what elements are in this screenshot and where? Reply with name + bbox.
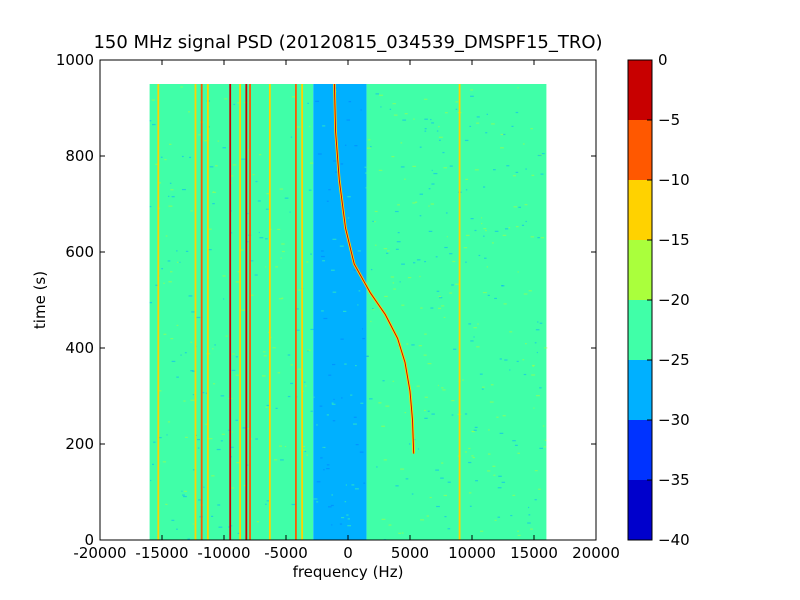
colorbar-tick-label-6: −30 — [658, 411, 690, 429]
x-tick-label-5: 5000 — [391, 544, 429, 562]
colorbar-tick-label-3: −15 — [658, 231, 690, 249]
psd-region-3 — [366, 84, 547, 540]
colorbar-tick-label-0: 0 — [658, 51, 668, 69]
y-tick-label-4: 800 — [65, 147, 94, 165]
y-tick-label-2: 400 — [65, 339, 94, 357]
y-tick-label-5: 1000 — [56, 51, 94, 69]
colorbar-band-4 — [628, 240, 652, 300]
colorbar-band-3 — [628, 300, 652, 360]
colorbar-tick-label-2: −10 — [658, 171, 690, 189]
psd-region-0 — [149, 84, 193, 540]
x-tick-label-4: 0 — [343, 544, 353, 562]
psd-region-1 — [193, 84, 314, 540]
y-tick-label-1: 200 — [65, 435, 94, 453]
colorbar-band-5 — [628, 180, 652, 240]
y-axis: 0 200 400 600 800 1000 — [56, 51, 596, 549]
colorbar-band-6 — [628, 120, 652, 180]
colorbar-frame — [627, 59, 653, 541]
colorbar: 0 −5 −10 −15 −20 −25 −30 −35 −40 — [628, 51, 690, 549]
doppler-trace-core — [333, 83, 415, 454]
x-tick-label-3: -5000 — [264, 544, 308, 562]
colorbar-tick-label-4: −20 — [658, 291, 690, 309]
colorbar-tick-label-7: −35 — [658, 471, 690, 489]
x-tick-label-6: 10000 — [448, 544, 496, 562]
y-tick-label-0: 0 — [84, 531, 94, 549]
psd-region-2 — [313, 84, 367, 540]
chart-title: 150 MHz signal PSD (20120815_034539_DMSP… — [93, 32, 602, 53]
colorbar-band-1 — [628, 420, 652, 480]
x-axis-label: frequency (Hz) — [293, 563, 404, 581]
plot-area — [149, 83, 548, 540]
colorbar-tick-label-1: −5 — [658, 111, 680, 129]
x-tick-label-8: 20000 — [572, 544, 620, 562]
x-tick-label-0: -20000 — [73, 544, 126, 562]
colorbar-tick-label-8: −40 — [658, 531, 690, 549]
x-axis: -20000 -15000 -10000 -5000 0 5000 10000 15000 20… — [73, 60, 620, 562]
colorbar-band-7 — [628, 60, 652, 120]
y-tick-label-3: 600 — [65, 243, 94, 261]
y-axis-label: time (s) — [31, 271, 49, 329]
colorbar-band-2 — [628, 360, 652, 420]
x-tick-label-1: -15000 — [135, 544, 188, 562]
x-tick-label-2: -10000 — [197, 544, 250, 562]
colorbar-band-0 — [628, 480, 652, 540]
colorbar-tick-label-5: −25 — [658, 351, 690, 369]
x-tick-label-7: 15000 — [510, 544, 558, 562]
